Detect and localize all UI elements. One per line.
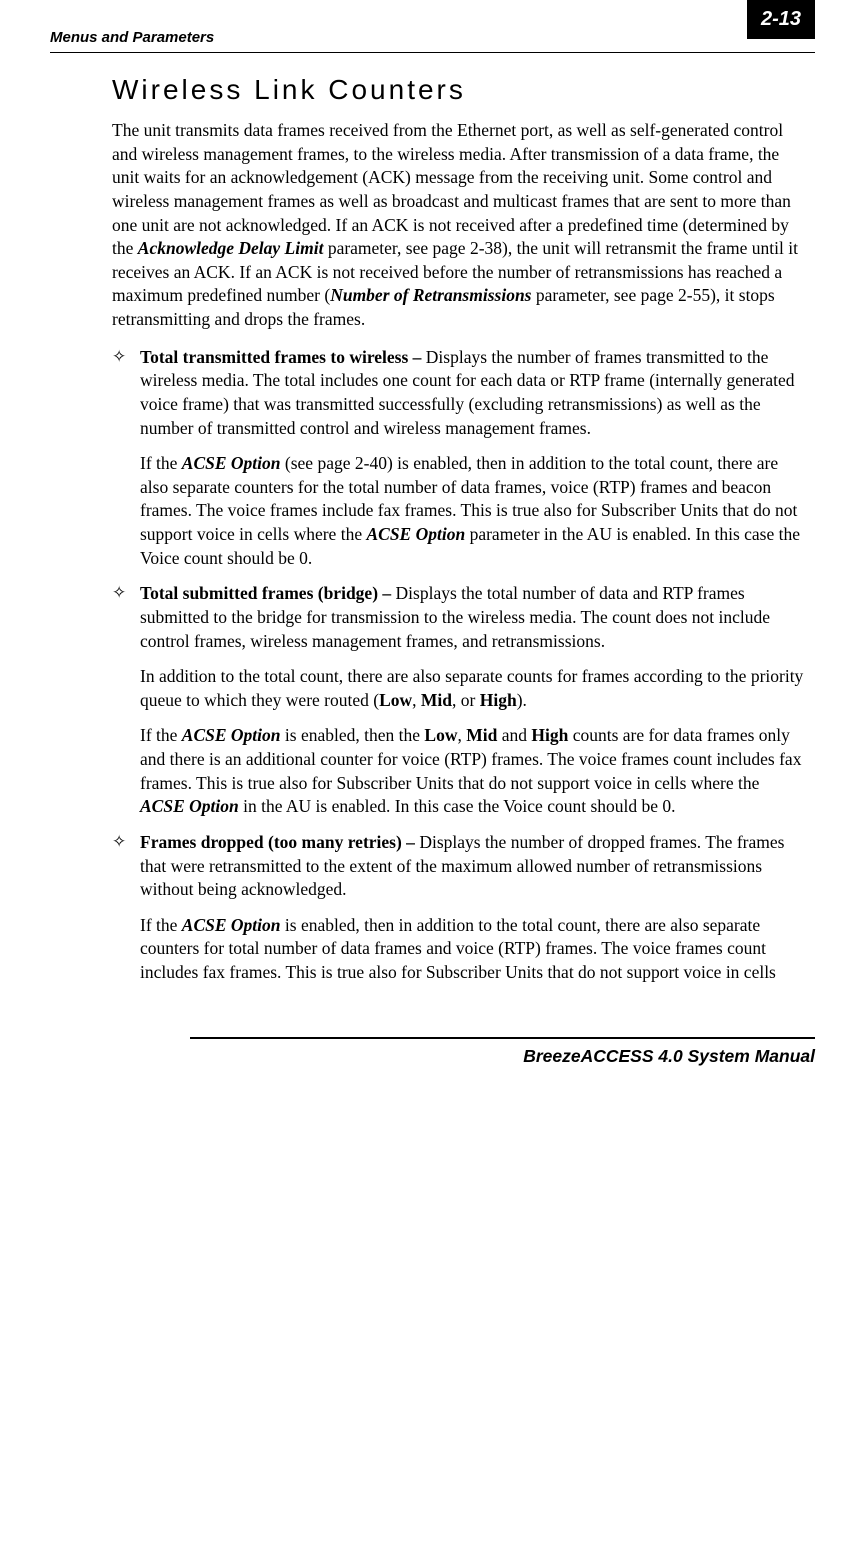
- emphasis-bold-italic: ACSE Option: [182, 915, 281, 935]
- emphasis-bold: Low: [379, 690, 412, 710]
- emphasis-bold-italic: ACSE Option: [182, 453, 281, 473]
- bullet-sub-paragraph: In addition to the total count, there ar…: [140, 665, 807, 712]
- page-footer: BreezeACCESS 4.0 System Manual: [0, 1037, 865, 1069]
- bullet-item: Total submitted frames (bridge) – Displa…: [112, 582, 807, 653]
- bullet-sub-paragraph: If the ACSE Option is enabled, then the …: [140, 724, 807, 819]
- bullet-lead-term: Frames dropped (too many retries) –: [140, 832, 415, 852]
- bullet-lead-term: Total submitted frames (bridge) –: [140, 583, 391, 603]
- emphasis-bold: Mid: [466, 725, 497, 745]
- page: Menus and Parameters 2-13 Wireless Link …: [0, 0, 865, 1017]
- bullet-item: Total transmitted frames to wireless – D…: [112, 346, 807, 441]
- bullet-lead-paragraph: Total transmitted frames to wireless – D…: [140, 346, 807, 441]
- intro-em-3: Number of Retransmissions: [330, 285, 531, 305]
- content-body: Wireless Link Counters The unit transmit…: [112, 71, 807, 984]
- emphasis-bold-italic: ACSE Option: [182, 725, 281, 745]
- bullet-list: Total transmitted frames to wireless – D…: [112, 346, 807, 985]
- emphasis-bold: Mid: [421, 690, 452, 710]
- bullet-item: Frames dropped (too many retries) – Disp…: [112, 831, 807, 902]
- emphasis-bold: High: [531, 725, 568, 745]
- page-header: Menus and Parameters 2-13: [50, 28, 815, 48]
- bullet-sub-paragraph: If the ACSE Option (see page 2-40) is en…: [140, 452, 807, 570]
- section-title: Wireless Link Counters: [112, 71, 807, 109]
- emphasis-bold: High: [480, 690, 517, 710]
- bullet-lead-paragraph: Total submitted frames (bridge) – Displa…: [140, 582, 807, 653]
- intro-em-1: Acknowledge Delay Limit: [138, 238, 324, 258]
- emphasis-bold-italic: ACSE Option: [140, 796, 239, 816]
- emphasis-bold: Low: [424, 725, 457, 745]
- emphasis-bold-italic: ACSE Option: [366, 524, 465, 544]
- footer-manual-title: BreezeACCESS 4.0 System Manual: [0, 1045, 815, 1069]
- footer-rule: [190, 1037, 815, 1039]
- page-number-badge: 2-13: [747, 0, 815, 39]
- bullet-lead-paragraph: Frames dropped (too many retries) – Disp…: [140, 831, 807, 902]
- bullet-sub-paragraph: If the ACSE Option is enabled, then in a…: [140, 914, 807, 985]
- bullet-lead-term: Total transmitted frames to wireless –: [140, 347, 421, 367]
- header-section-label: Menus and Parameters: [50, 28, 214, 48]
- intro-paragraph: The unit transmits data frames received …: [112, 119, 807, 332]
- header-rule: [50, 52, 815, 53]
